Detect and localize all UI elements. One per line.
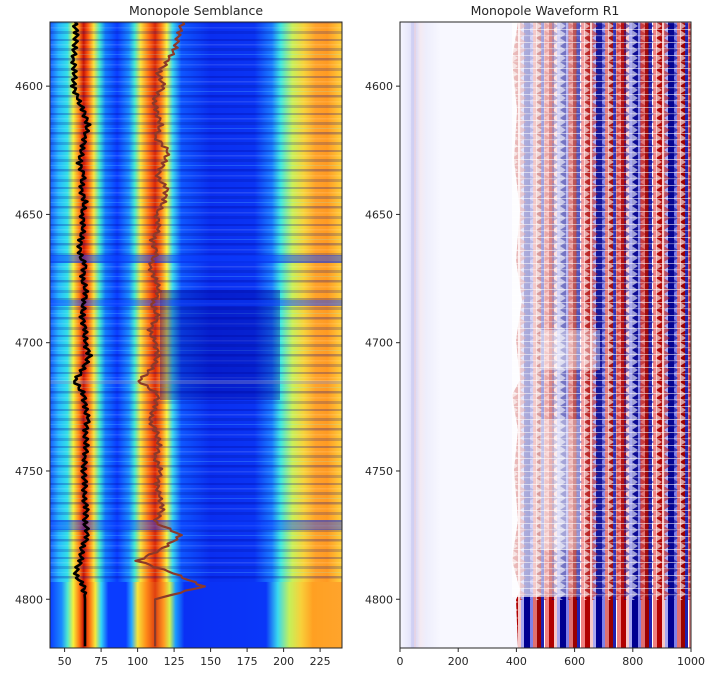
y-tick-label: 4700 [15, 337, 43, 350]
y-tick-label: 4750 [15, 465, 43, 478]
y-tick-label: 4600 [15, 80, 43, 93]
waveform-axes-frame [399, 21, 692, 649]
semblance-title: Monopole Semblance [129, 3, 263, 18]
y-tick-label: 4800 [15, 593, 43, 606]
x-tick-label: 175 [237, 655, 258, 668]
y-tick-label: 4650 [15, 208, 43, 221]
x-tick-label: 200 [273, 655, 294, 668]
x-tick-label: 800 [622, 655, 643, 668]
waveform-heatmap [400, 22, 691, 648]
y-tick-label: 4650 [365, 208, 393, 221]
waveform-title: Monopole Waveform R1 [471, 3, 620, 18]
semblance-axes-frame [49, 21, 343, 649]
y-tick-label: 4750 [365, 465, 393, 478]
semblance-y-axis: 4600 4650 4700 4750 4800 [15, 80, 50, 606]
x-tick-label: 75 [94, 655, 108, 668]
y-tick-label: 4600 [365, 80, 393, 93]
waveform-y-axis: 4600 4650 4700 4750 4800 [365, 80, 400, 606]
x-tick-label: 50 [58, 655, 72, 668]
semblance-x-axis: 50 75 100 125 150 175 200 225 [58, 648, 331, 668]
semblance-panel: Monopole Semblance 46004650470047504800 … [15, 3, 343, 668]
waveform-x-axis: 0 200 400 600 800 1000 [397, 648, 705, 668]
x-tick-label: 400 [506, 655, 527, 668]
x-tick-label: 125 [164, 655, 185, 668]
x-tick-label: 225 [310, 655, 331, 668]
y-tick-label: 4800 [365, 593, 393, 606]
x-tick-label: 600 [564, 655, 585, 668]
x-tick-label: 100 [127, 655, 148, 668]
x-tick-label: 150 [200, 655, 221, 668]
y-tick-label: 4700 [365, 337, 393, 350]
x-tick-label: 0 [397, 655, 404, 668]
dts-pick-curve [134, 22, 206, 647]
x-tick-label: 1000 [677, 655, 705, 668]
semblance-heatmap [50, 22, 342, 648]
x-tick-label: 200 [448, 655, 469, 668]
dtc-pick-curve [69, 22, 93, 647]
waveform-panel: Monopole Waveform R1 4600 4650 4700 4750 480… [365, 3, 705, 668]
